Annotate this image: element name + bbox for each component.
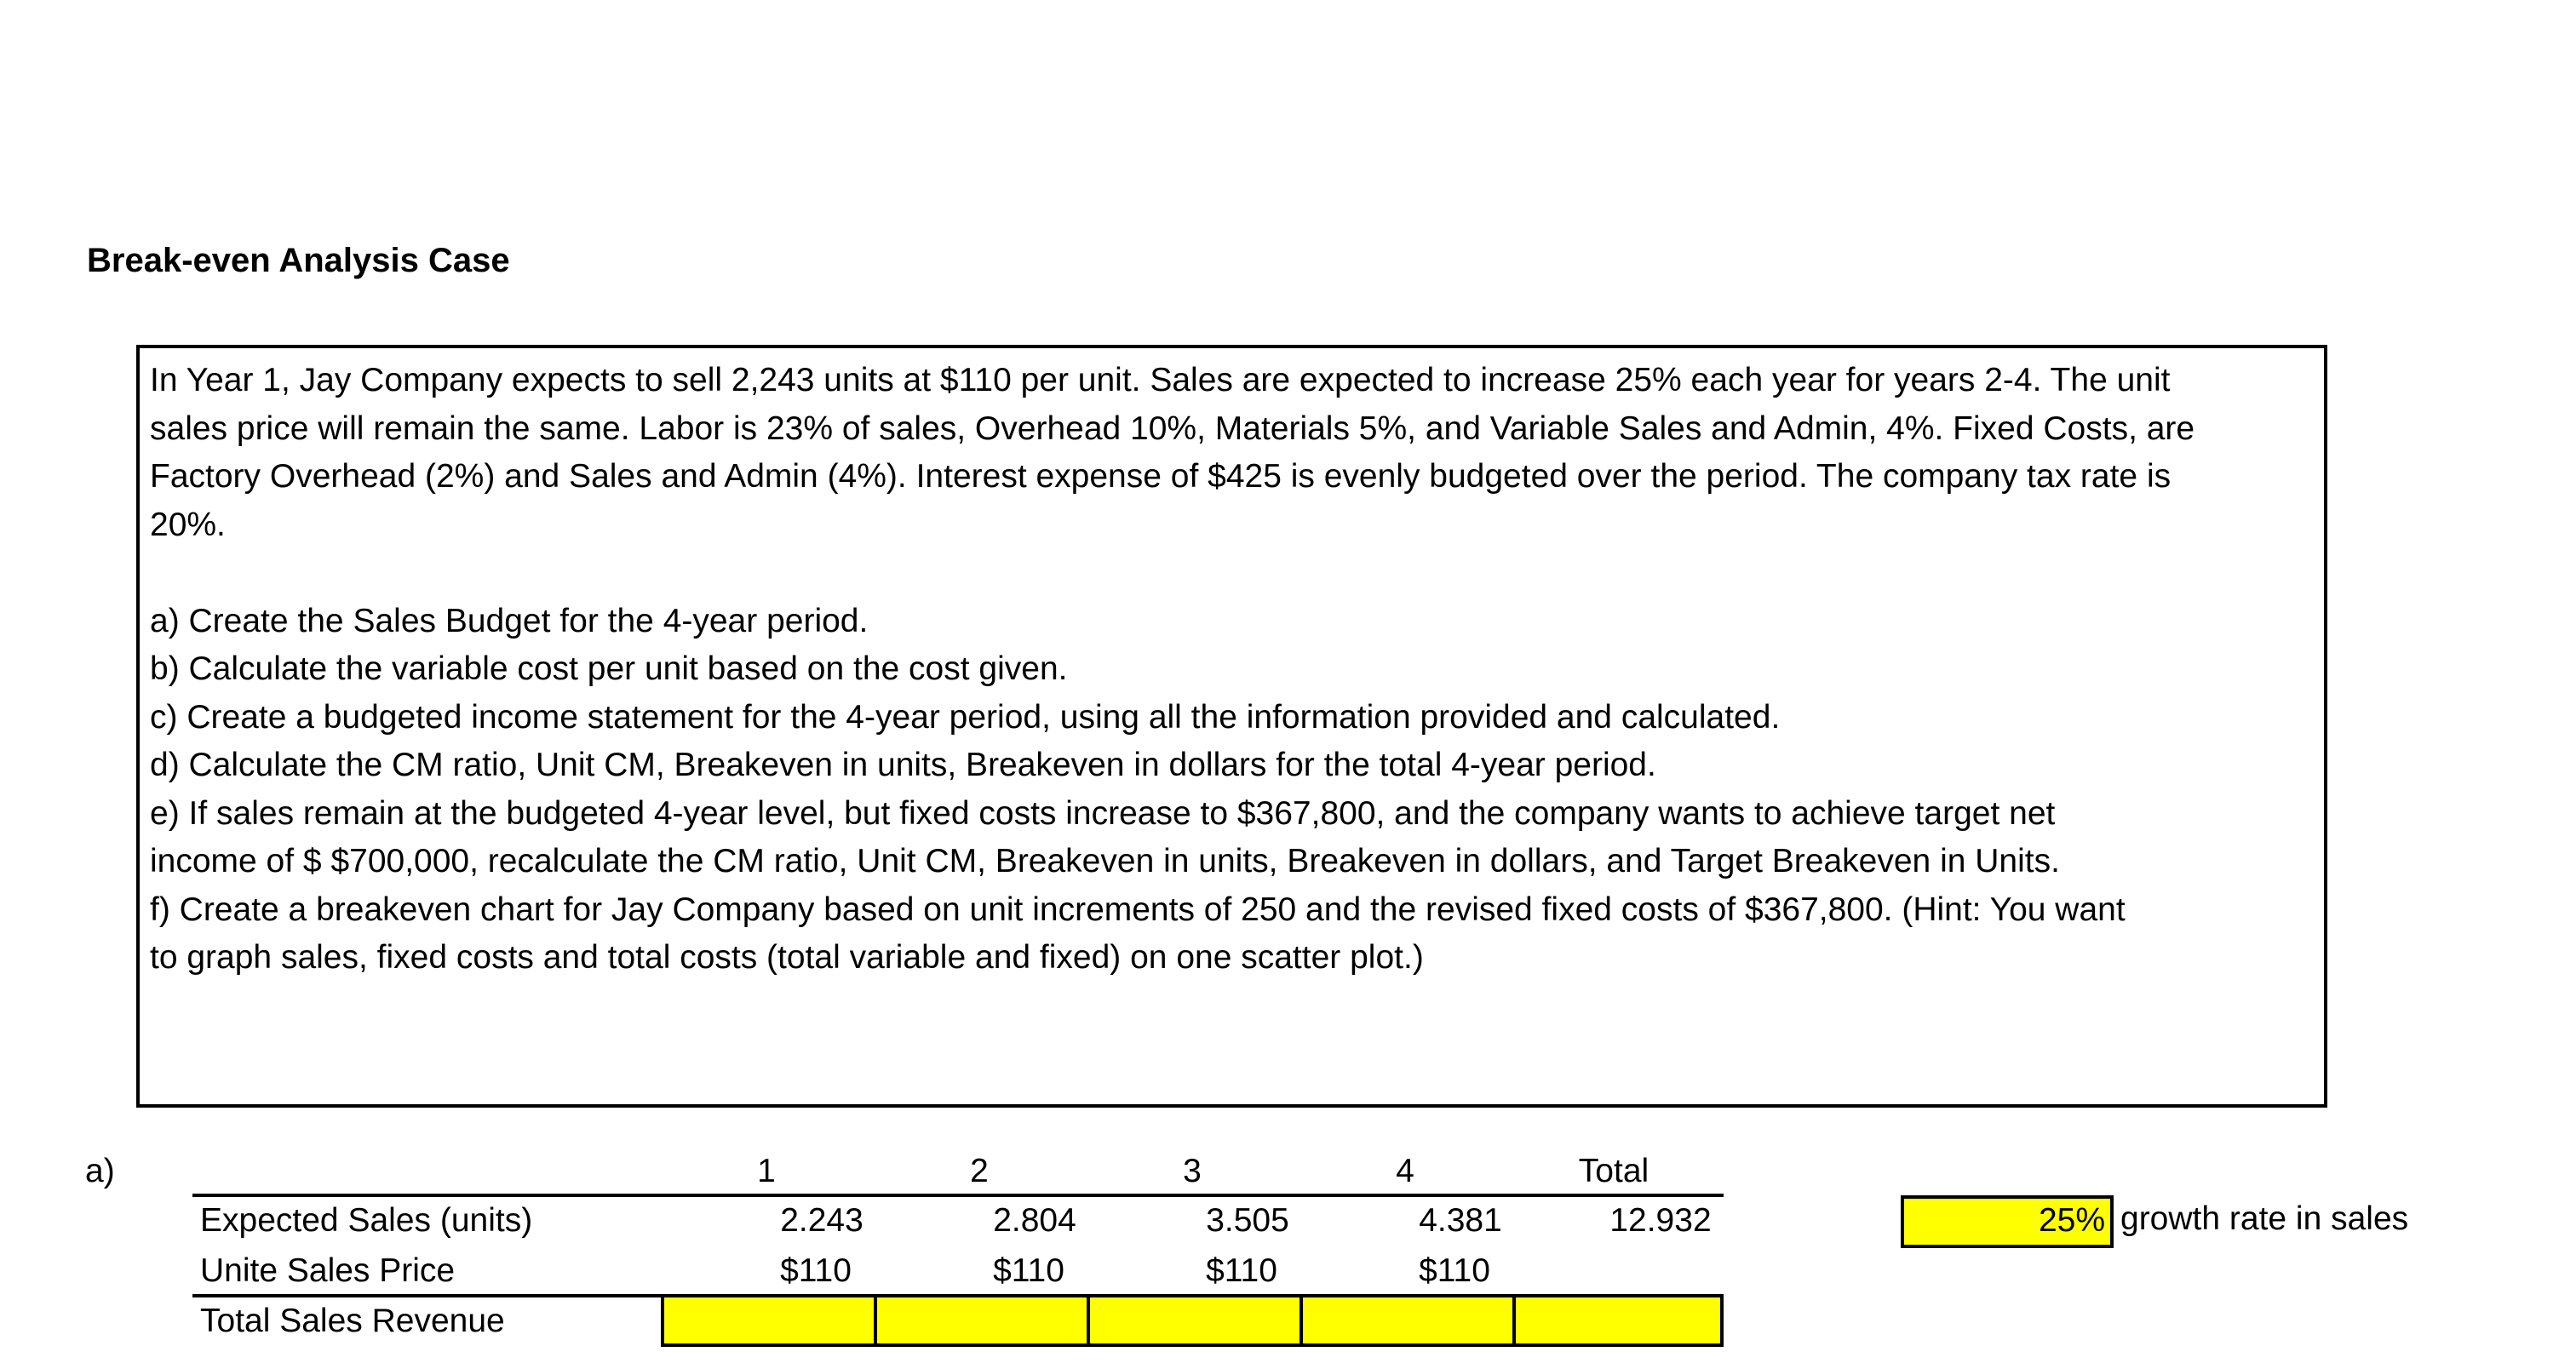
total-revenue-year-2-input[interactable]	[874, 1294, 1090, 1347]
total-revenue-year-3-input[interactable]	[1087, 1294, 1303, 1347]
growth-rate-label: growth rate in sales	[2120, 1200, 2409, 1237]
case-paragraph-line: sales price will remain the same. Labor …	[150, 410, 2195, 447]
question-f-line-2: to graph sales, fixed costs and total co…	[150, 939, 1424, 976]
header-rule	[192, 1194, 1724, 1197]
column-header-total: Total	[1578, 1153, 1649, 1189]
growth-rate-input[interactable]: 25%	[1901, 1195, 2114, 1248]
column-header-year-4: 4	[1396, 1153, 1414, 1189]
case-description-box: In Year 1, Jay Company expects to sell 2…	[136, 345, 2327, 1108]
question-c: c) Create a budgeted income statement fo…	[150, 698, 1781, 736]
unit-price-year-2: $110	[993, 1252, 1064, 1289]
section-label-a: a)	[85, 1153, 115, 1189]
expected-sales-year-1: 2.243	[780, 1202, 863, 1239]
total-revenue-year-1-input[interactable]	[661, 1294, 877, 1347]
expected-sales-year-2: 2.804	[993, 1202, 1076, 1239]
row-label-expected-sales: Expected Sales (units)	[200, 1202, 533, 1239]
question-d: d) Calculate the CM ratio, Unit CM, Brea…	[150, 747, 1656, 783]
case-paragraph-line: In Year 1, Jay Company expects to sell 2…	[150, 362, 2171, 398]
row-label-unit-sales-price: Unite Sales Price	[200, 1252, 456, 1289]
expected-sales-year-3: 3.505	[1206, 1202, 1289, 1239]
page-title: Break-even Analysis Case	[87, 242, 510, 279]
expected-sales-total: 12.932	[1609, 1202, 1712, 1239]
column-header-year-1: 1	[757, 1153, 776, 1189]
column-header-year-2: 2	[970, 1153, 989, 1189]
total-revenue-year-4-input[interactable]	[1299, 1294, 1516, 1347]
case-paragraph-line: 20%.	[150, 506, 226, 543]
question-f-line-1: f) Create a breakeven chart for Jay Comp…	[150, 891, 2126, 928]
question-e-line-1: e) If sales remain at the budgeted 4-yea…	[150, 794, 2056, 832]
unit-price-year-1: $110	[780, 1252, 852, 1289]
case-paragraph-line: Factory Overhead (2%) and Sales and Admi…	[150, 458, 2172, 495]
question-e-line-2: income of $ $700,000, recalculate the CM…	[150, 843, 2060, 879]
unit-price-year-3: $110	[1206, 1252, 1277, 1289]
question-b: b) Calculate the variable cost per unit …	[150, 650, 1068, 687]
question-list: a) Create the Sales Budget for the 4-yea…	[150, 598, 2314, 982]
expected-sales-year-4: 4.381	[1419, 1202, 1502, 1239]
total-revenue-total-input[interactable]	[1512, 1294, 1724, 1347]
row-label-total-sales-revenue: Total Sales Revenue	[200, 1303, 505, 1339]
unit-price-year-4: $110	[1419, 1252, 1490, 1289]
question-a: a) Create the Sales Budget for the 4-yea…	[150, 602, 869, 639]
column-header-year-3: 3	[1183, 1153, 1202, 1189]
